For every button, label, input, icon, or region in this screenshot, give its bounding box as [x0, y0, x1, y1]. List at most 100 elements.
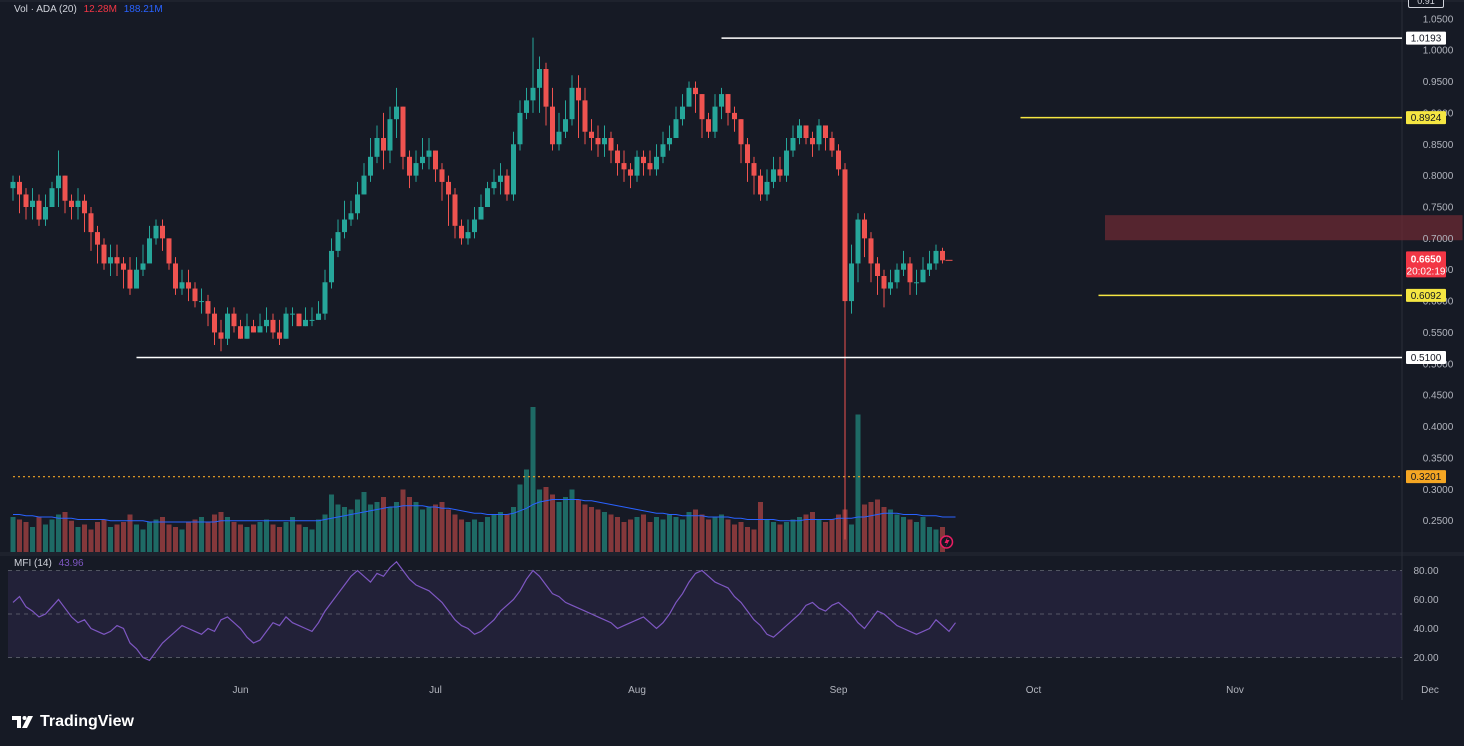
volume-bar	[589, 507, 594, 552]
volume-bar	[641, 514, 646, 552]
volume-bar	[543, 487, 549, 552]
candle	[920, 257, 926, 283]
candle-body	[199, 301, 204, 303]
candle-body	[160, 225, 165, 239]
volume-bar	[836, 514, 841, 552]
volume-bar	[244, 527, 250, 552]
volume-bar	[407, 497, 412, 552]
volume-legend-value-blue: 188.21M	[123, 4, 163, 15]
volume-bar	[257, 522, 263, 552]
candle	[283, 307, 289, 339]
candle	[192, 282, 198, 308]
candle	[530, 37, 536, 113]
volume-bar	[537, 489, 542, 552]
candle	[108, 244, 113, 276]
candle-body	[108, 257, 113, 264]
mfi-legend[interactable]: MFI (14) 43.96	[14, 558, 84, 569]
volume-bar	[153, 519, 159, 552]
candle	[381, 112, 386, 170]
y-tick-label: 1.0500	[1423, 14, 1454, 25]
y-tick-label: 0.8000	[1423, 171, 1454, 182]
candle-body	[758, 175, 763, 195]
candle-body	[303, 319, 308, 327]
level-tag: 0.6092	[1406, 288, 1446, 302]
candle-body	[361, 175, 367, 195]
candle	[179, 269, 185, 295]
candle-body	[940, 250, 945, 261]
volume-legend-title: Vol · ADA (20)	[14, 4, 77, 15]
candle	[602, 125, 607, 157]
candle-body	[634, 156, 640, 176]
price-levels	[13, 37, 1402, 478]
candle	[166, 238, 172, 270]
volume-bar	[270, 524, 276, 552]
volume-bar	[348, 509, 354, 552]
candle-body	[706, 119, 711, 132]
candle-body	[868, 238, 874, 264]
candle	[654, 144, 659, 176]
candle-body	[745, 144, 750, 164]
candle-body	[322, 282, 328, 314]
candle	[147, 225, 152, 264]
candle-body	[290, 313, 295, 315]
mfi-legend-title: MFI (14)	[14, 558, 52, 569]
candle-body	[608, 138, 614, 151]
volume-bar	[140, 529, 146, 552]
candle	[433, 150, 438, 182]
candle-body	[433, 150, 438, 170]
volume-bar	[777, 524, 783, 552]
candle	[693, 81, 698, 113]
x-axis: Jun Jul Aug Sep Oct Nov Dec	[232, 685, 1438, 696]
candle	[556, 112, 562, 151]
candle-body	[342, 219, 347, 233]
volume-bar	[192, 519, 198, 552]
candle-body	[478, 207, 484, 220]
candle	[140, 244, 146, 276]
candle-body	[82, 200, 87, 214]
level-tag-bg	[1406, 111, 1446, 125]
y-tick-label: 0.6000	[1423, 297, 1454, 308]
level-tag-bg	[1406, 31, 1446, 45]
candle-body	[251, 326, 256, 333]
candle	[485, 181, 490, 207]
candle	[517, 100, 523, 151]
brand-logo[interactable]: TradingView	[12, 713, 134, 731]
candle-body	[153, 225, 159, 239]
volume-bar	[238, 524, 243, 552]
candle	[582, 87, 588, 145]
footer-bar	[0, 704, 1464, 746]
volume-bar	[615, 517, 620, 552]
volume-bar	[524, 469, 529, 552]
volume-bar	[82, 524, 87, 552]
x-tick-label: Oct	[1026, 685, 1042, 696]
volume-bar	[933, 529, 939, 552]
volume-bar	[30, 527, 35, 552]
candle-body	[849, 263, 854, 302]
candle	[394, 87, 399, 138]
mfi-tick-label: 80.00	[1413, 566, 1438, 577]
candle	[368, 138, 373, 182]
candle	[290, 307, 295, 327]
volume-bar	[121, 522, 126, 552]
candle	[303, 307, 308, 327]
volume-legend[interactable]: Vol · ADA (20) 12.28M 188.21M	[14, 4, 163, 15]
candle-body	[147, 238, 152, 264]
candle-body	[101, 244, 107, 264]
candle	[465, 219, 471, 245]
candle-body	[36, 200, 42, 220]
current-price-countdown: 20:02:19	[1407, 266, 1446, 277]
candle	[127, 257, 133, 295]
candle	[790, 125, 796, 157]
volume-bar	[56, 514, 61, 552]
volume-bar	[290, 517, 295, 552]
candle	[751, 156, 757, 195]
volume-bar	[355, 499, 360, 552]
candle	[823, 125, 828, 151]
candle-body	[797, 125, 802, 138]
candle	[43, 194, 48, 226]
candle	[628, 163, 633, 189]
candle	[309, 307, 315, 327]
candle	[797, 119, 802, 145]
